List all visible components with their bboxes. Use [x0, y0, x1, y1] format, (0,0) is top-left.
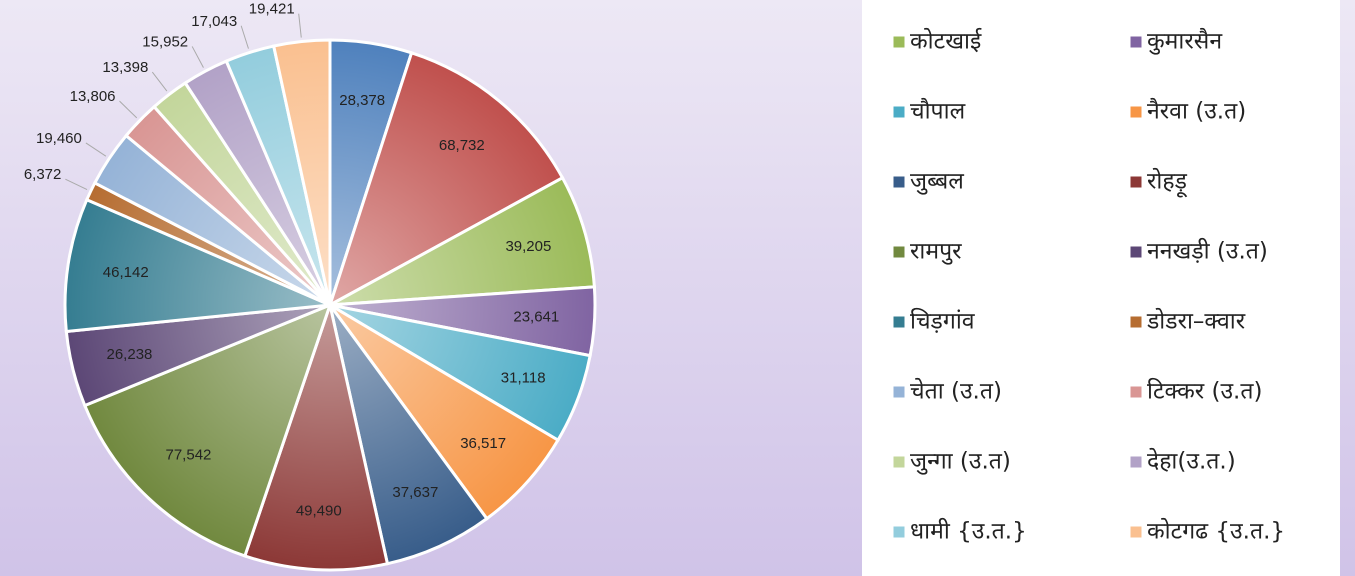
- legend-label: चौपाल: [910, 98, 966, 125]
- legend-box: [862, 0, 1340, 576]
- legend-swatch: [1129, 315, 1143, 329]
- legend-swatch: [892, 245, 906, 259]
- legend-label: देहा(उ.त.): [1147, 448, 1236, 475]
- data-label: 13,398: [102, 59, 148, 76]
- legend-label: कोटगढ {उ.त.}: [1147, 518, 1285, 545]
- leader-line: [191, 46, 204, 68]
- data-label: 23,641: [513, 309, 559, 326]
- data-label: 26,238: [107, 346, 153, 363]
- leader-line: [65, 178, 88, 190]
- data-label: 77,542: [166, 447, 212, 464]
- data-label: 36,517: [460, 435, 506, 452]
- legend-label: ननखड़ी (उ.त): [1147, 238, 1268, 265]
- legend-label: कोटखाई: [910, 28, 982, 55]
- data-label: 6,372: [24, 166, 62, 183]
- leader-line: [298, 13, 302, 38]
- legend-label: कुमारसैन: [1147, 28, 1223, 56]
- data-label: 46,142: [103, 264, 149, 281]
- leader-line: [85, 142, 107, 157]
- data-label: 19,421: [249, 1, 295, 18]
- legend-swatch: [1129, 455, 1143, 469]
- data-label: 49,490: [296, 502, 342, 519]
- legend-label: जुन्गा (उ.त): [910, 449, 1011, 476]
- legend-swatch: [892, 315, 906, 329]
- data-label: 28,378: [339, 92, 385, 109]
- legend-swatch: [892, 525, 906, 539]
- legend-swatch: [1129, 35, 1143, 49]
- legend-swatch: [892, 455, 906, 469]
- legend-swatch: [1129, 175, 1143, 189]
- data-label: 13,806: [70, 88, 116, 105]
- data-label: 37,637: [392, 484, 438, 501]
- legend-label: चेता (उ.त): [910, 378, 1002, 405]
- legend-swatch: [1129, 105, 1143, 119]
- legend-label: रामपुर: [910, 239, 962, 266]
- leader-line: [240, 25, 249, 49]
- data-label: 68,732: [439, 137, 485, 154]
- data-label: 31,118: [501, 369, 546, 386]
- data-label: 39,205: [505, 238, 551, 255]
- legend-swatch: [892, 175, 906, 189]
- legend-label: जुब्बल: [910, 169, 964, 196]
- leader-line: [151, 71, 168, 92]
- legend-swatch: [1129, 245, 1143, 259]
- legend-label: चिड़गांव: [910, 308, 976, 335]
- legend-swatch: [892, 35, 906, 49]
- legend-label: नैरवा (उ.त): [1147, 98, 1246, 125]
- leader-line: [119, 100, 138, 119]
- data-label: 17,043: [191, 13, 237, 30]
- legend-label: रोहड़ू: [1147, 168, 1188, 198]
- data-label: 15,952: [142, 33, 188, 50]
- legend-swatch: [892, 385, 906, 399]
- data-label: 19,460: [36, 130, 82, 147]
- legend-label: टिक्कर (उ.त): [1147, 378, 1262, 405]
- legend-label: धामी {उ.त.}: [910, 518, 1027, 545]
- legend-swatch: [892, 105, 906, 119]
- legend-swatch: [1129, 525, 1143, 539]
- legend-swatch: [1129, 385, 1143, 399]
- legend-label: डोडरा–क्वार: [1146, 308, 1246, 335]
